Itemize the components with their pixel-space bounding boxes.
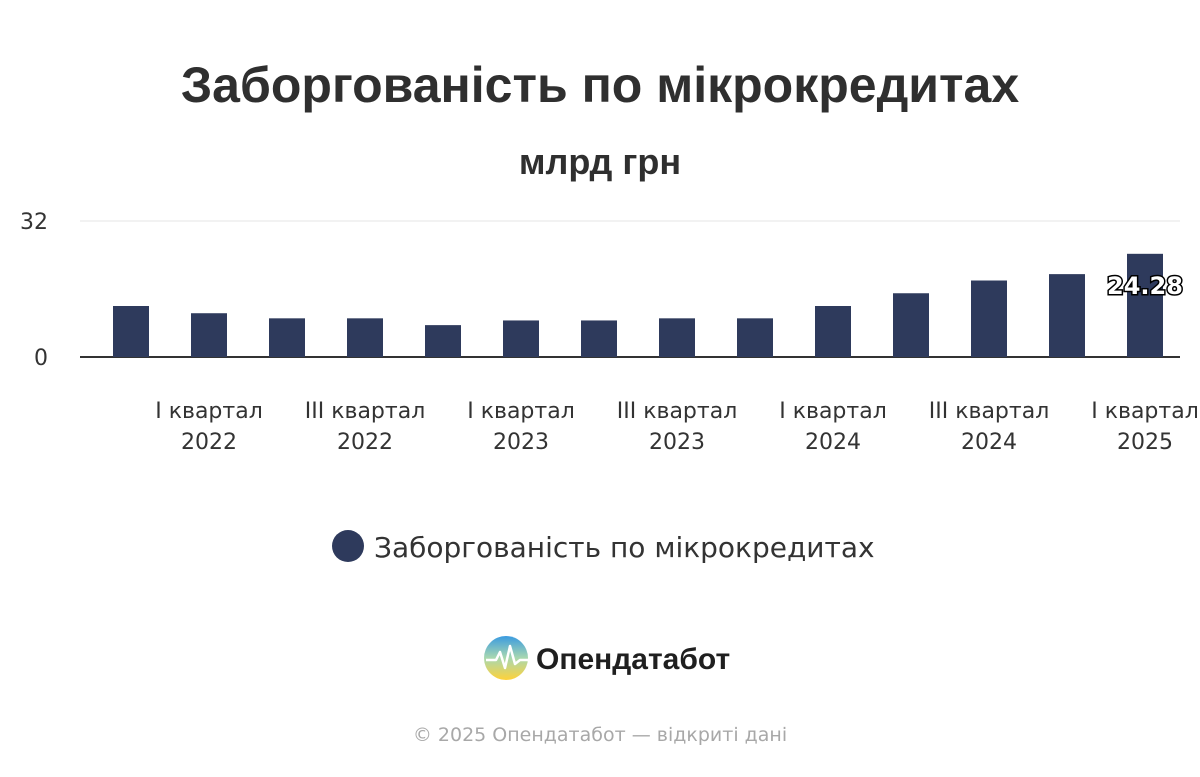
bar-series[interactable] — [113, 253, 1163, 358]
brand-logo: Опендатабот — [484, 636, 730, 680]
y-tick-label: 32 — [20, 210, 48, 235]
chart-subtitle: млрд грн — [519, 141, 681, 182]
x-tick-label: I квартал 2024 — [779, 399, 887, 455]
bar[interactable] — [737, 318, 773, 357]
bar[interactable] — [503, 320, 539, 357]
x-tick-label: III квартал 2022 — [305, 399, 426, 455]
bar[interactable] — [1127, 253, 1163, 357]
bar[interactable] — [1049, 274, 1085, 357]
bar[interactable] — [659, 318, 695, 357]
x-tick-label: I квартал 2022 — [155, 399, 263, 455]
y-axis-ticks: 0 32 — [20, 210, 48, 371]
x-tick-label: III квартал 2024 — [929, 399, 1050, 455]
bar[interactable] — [815, 306, 851, 357]
legend[interactable]: Заборгованість по мікрокредитах — [332, 530, 875, 564]
footer-copyright: © 2025 Опендатабот — відкриті дані — [412, 724, 788, 746]
data-labels: 24.28 — [1106, 270, 1185, 301]
x-axis-labels: I квартал 2022 III квартал 2022 I квартал 202… — [155, 399, 1199, 455]
logo-pulse-icon — [486, 644, 528, 670]
legend-swatch — [332, 530, 364, 562]
bar[interactable] — [113, 306, 149, 357]
gridlines — [80, 220, 1180, 358]
y-tick-label: 0 — [34, 346, 48, 371]
x-tick-label: I квартал 2023 — [467, 399, 575, 455]
x-tick-label: I квартал 2025 — [1091, 399, 1199, 455]
chart-title: Заборгованість по мікрокредитах — [181, 57, 1019, 113]
bar[interactable] — [581, 320, 617, 357]
x-tick-label: III квартал 2023 — [617, 399, 738, 455]
data-label: 24.28 — [1107, 272, 1183, 300]
legend-label: Заборгованість по мікрокредитах — [374, 531, 875, 564]
bar[interactable] — [971, 280, 1007, 358]
bar[interactable] — [347, 318, 383, 357]
bar[interactable] — [893, 293, 929, 357]
brand-name: Опендатабот — [536, 643, 730, 676]
bar[interactable] — [191, 313, 227, 357]
bar[interactable] — [425, 325, 461, 357]
bar[interactable] — [269, 318, 305, 357]
